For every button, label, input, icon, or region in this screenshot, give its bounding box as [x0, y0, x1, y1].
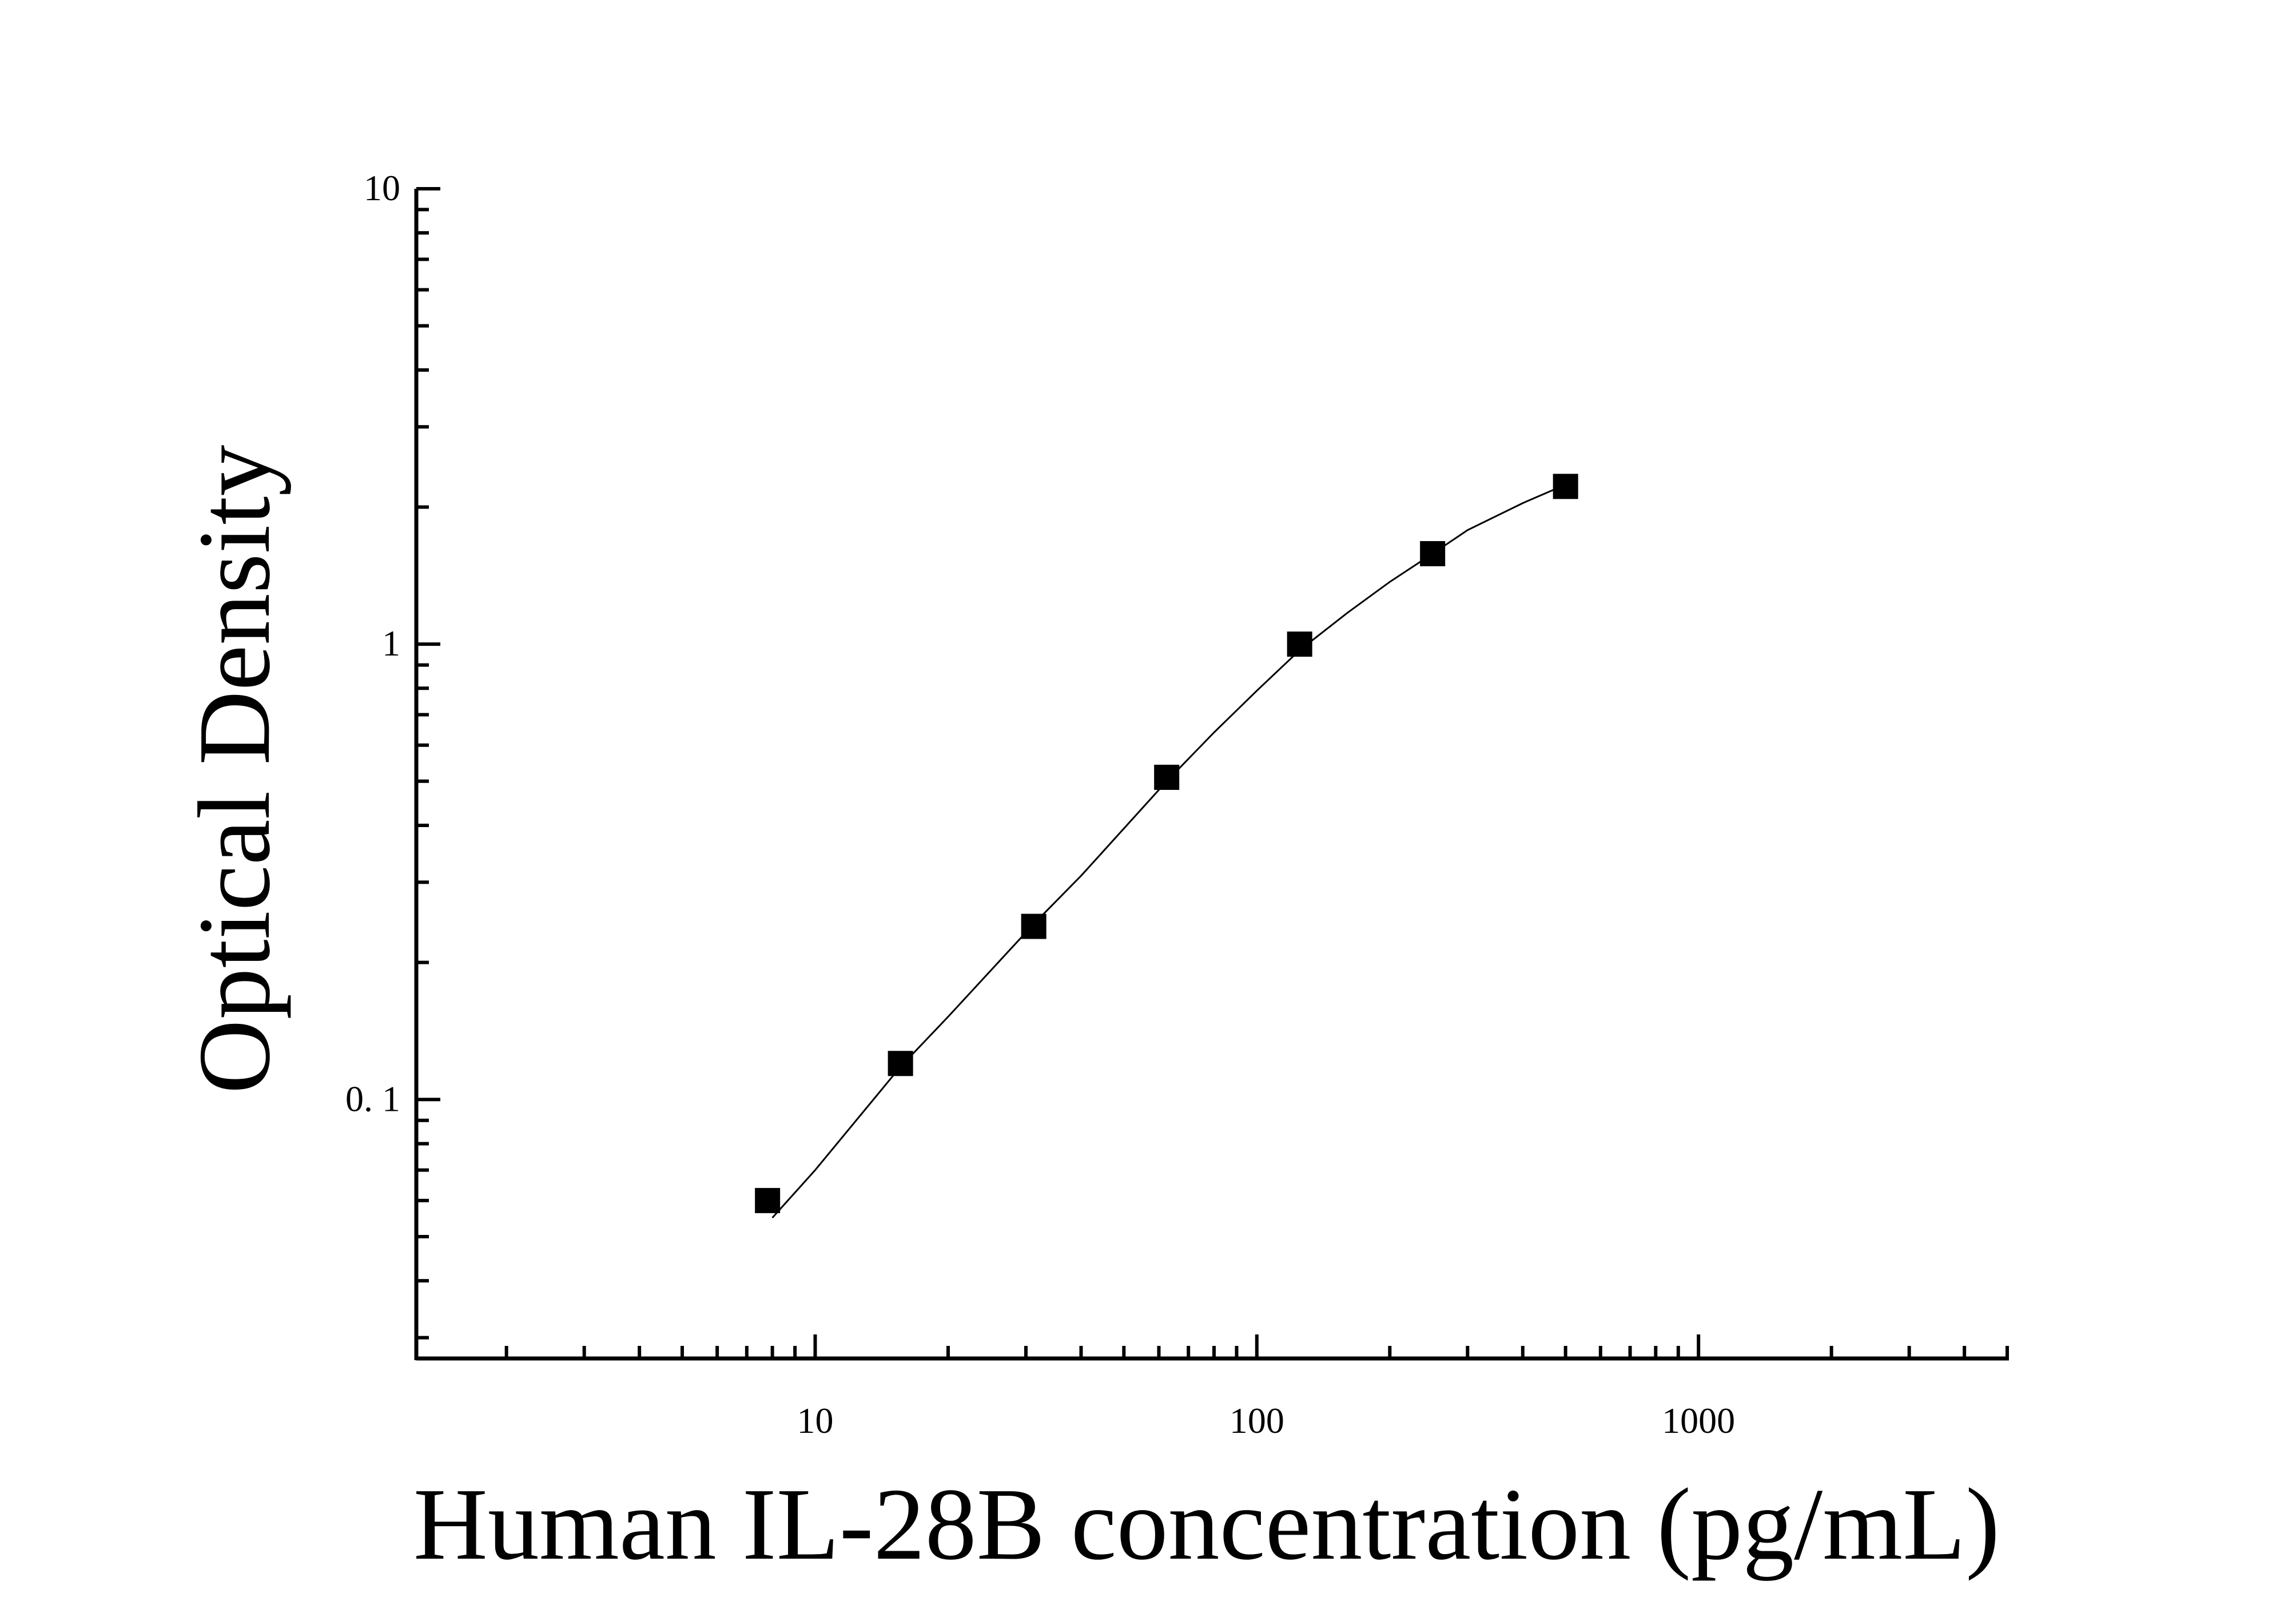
x-tick-label: 10 — [797, 1400, 833, 1441]
x-axis-title: Human IL-28B concentration (pg/mL) — [413, 1467, 2000, 1581]
y-tick-label: 1 — [382, 623, 400, 664]
data-point — [1287, 631, 1312, 657]
data-point — [1154, 764, 1180, 790]
x-tick-label: 100 — [1229, 1400, 1284, 1441]
data-points — [755, 474, 1578, 1213]
data-point — [1553, 474, 1578, 499]
x-tick-label: 1000 — [1662, 1400, 1735, 1441]
x-axis-ticks — [504, 1334, 2009, 1358]
data-point — [1021, 913, 1046, 939]
plot-area: 10 100 1000 0. 1 1 10 — [345, 168, 2009, 1441]
x-axis-tick-labels: 10 100 1000 — [797, 1400, 1735, 1441]
y-axis-ticks — [416, 187, 440, 1340]
y-tick-label: 10 — [364, 168, 400, 208]
y-axis-title: Optical Density — [177, 445, 291, 1094]
y-tick-label: 0. 1 — [345, 1078, 400, 1119]
data-point — [1420, 541, 1446, 566]
fit-curve-line — [771, 483, 1566, 1219]
y-axis-tick-labels: 0. 1 1 10 — [345, 168, 400, 1119]
data-point — [755, 1187, 781, 1213]
data-point — [888, 1051, 913, 1076]
